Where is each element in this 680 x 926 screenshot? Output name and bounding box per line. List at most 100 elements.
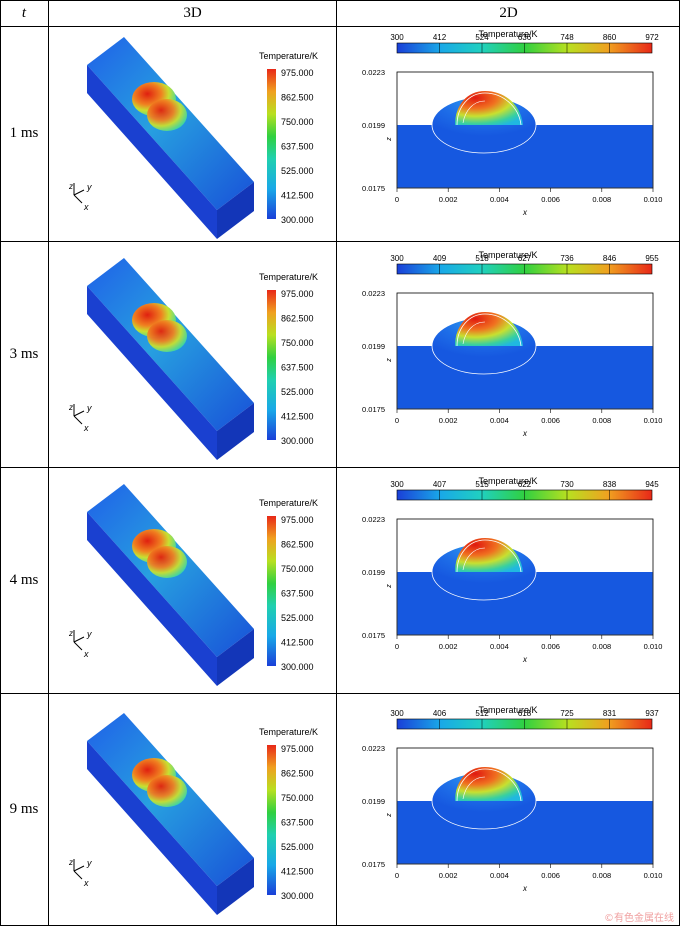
legend-2d-tick: 860 (603, 33, 617, 42)
legend-2d-tick: 409 (433, 254, 447, 263)
x-tick-label: 0.010 (644, 195, 663, 204)
legend-2d-tick: 300 (390, 480, 404, 489)
legend-3d-tick: 637.500 (281, 818, 314, 828)
axis-x-label: x (83, 423, 89, 433)
legend-3d-tick: 975.000 (281, 289, 314, 299)
legend-3d-tick: 525.000 (281, 613, 314, 623)
melt-pool-rear (147, 320, 187, 352)
contour-inner (462, 321, 486, 345)
legend-2d-tick: 622 (518, 480, 532, 489)
legend-3d-ticks: 975.000 862.500 750.000 637.500 525.000 412.5… (281, 744, 314, 901)
legend-3d-colorbar (267, 69, 276, 219)
legend-2d-tick: 300 (390, 709, 404, 718)
axis-x-label: x (83, 878, 89, 888)
x-tick-label: 0.004 (490, 642, 509, 651)
table-row-2: 3 ms (0, 242, 680, 467)
render-3d: z y x Temperature/K 975.000 862.500 750.00… (68, 258, 318, 460)
time-label: 4 ms (9, 571, 39, 588)
x-ticks: 0 0.002 0.004 0.006 0.008 0.010 (395, 188, 662, 204)
header-2d: 2D (499, 5, 518, 21)
legend-2d-title: Temperature/K (478, 705, 537, 715)
x-tick-label: 0.002 (439, 416, 458, 425)
legend-3d-title: Temperature/K (259, 727, 318, 737)
render-3d: z y x Temperature/K 975.000 862.500 750.00… (68, 713, 318, 915)
x-tick-label: 0.002 (439, 871, 458, 880)
x-tick-label: 0.004 (490, 416, 509, 425)
x-tick-label: 0.010 (644, 871, 663, 880)
y-tick-label: 0.0223 (362, 68, 385, 77)
legend-2d-tick: 945 (645, 480, 659, 489)
plot-2d: Temperature/K 300 409 518 627 736 846 955 0.02… (362, 250, 662, 438)
x-ticks: 0 0.002 0.004 0.006 0.008 0.010 (395, 409, 662, 425)
legend-2d-tick: 725 (560, 709, 574, 718)
time-label: 3 ms (9, 345, 39, 362)
cell-3d: z y x Temperature/K 975.000 862.500 750.00… (49, 242, 336, 467)
axis-z-label: z (68, 182, 73, 191)
render-3d: z y x Temperature/K 975.000 862.500 750.00… (68, 37, 318, 239)
legend-3d-tick: 637.500 (281, 142, 314, 152)
y-ticks: 0.0223 0.0199 0.0175 (362, 744, 385, 869)
x-tick-label: 0.004 (490, 871, 509, 880)
legend-3d-ticks: 975.000 862.500 750.000 637.500 525.000 412.5… (281, 68, 314, 225)
legend-2d-tick: 748 (560, 33, 574, 42)
legend-2d-ticks: 300 407 515 622 730 838 945 (390, 480, 659, 500)
block-front-face (217, 403, 254, 460)
legend-3d-tick: 637.500 (281, 589, 314, 599)
x-tick-label: 0.002 (439, 642, 458, 651)
y-ticks: 0.0223 0.0199 0.0175 (362, 68, 385, 193)
legend-2d-title: Temperature/K (478, 476, 537, 486)
cell-2d: Temperature/K 300 409 518 627 736 846 955 0.02… (337, 242, 680, 467)
x-axis-label: x (522, 655, 528, 664)
watermark: ©有色金属在线 (604, 913, 674, 924)
legend-2d-tick: 831 (603, 709, 617, 718)
y-tick-label: 0.0199 (362, 121, 385, 130)
contour-inner (462, 547, 486, 571)
legend-2d-tick: 515 (475, 480, 489, 489)
legend-3d-tick: 750.000 (281, 564, 314, 574)
x-tick-label: 0.008 (592, 416, 611, 425)
axis-triad-icon (73, 859, 85, 880)
legend-3d-colorbar (267, 745, 276, 895)
y-axis-label: z (386, 584, 393, 589)
time-label: 1 ms (9, 125, 39, 141)
legend-2d-tick: 838 (603, 480, 617, 489)
legend-2d-tick: 300 (390, 254, 404, 263)
x-tick-label: 0.010 (644, 416, 663, 425)
axis-y-label: y (86, 629, 92, 639)
legend-3d-tick: 862.500 (281, 93, 314, 103)
legend-2d-tick: 300 (390, 33, 404, 42)
legend-2d-tick: 846 (603, 254, 617, 263)
y-axis-label: z (386, 813, 393, 818)
contour-inner (462, 776, 486, 800)
legend-3d-tick: 412.500 (281, 412, 314, 422)
legend-3d-tick: 862.500 (281, 540, 314, 550)
legend-2d-tick: 972 (645, 33, 659, 42)
y-ticks: 0.0223 0.0199 0.0175 (362, 515, 385, 640)
header-t: t (21, 5, 27, 21)
legend-3d-tick: 525.000 (281, 842, 314, 852)
axis-z-label: z (68, 858, 73, 867)
legend-2d-tick: 955 (645, 254, 659, 263)
contour-inner (462, 100, 486, 124)
y-axis-label: z (386, 137, 393, 142)
plot-2d: Temperature/K 300 407 515 622 730 838 945 0.02… (362, 476, 662, 664)
x-axis-label: x (522, 429, 528, 438)
legend-3d-ticks: 975.000 862.500 750.000 637.500 525.000 412.5… (281, 515, 314, 672)
axis-z-label: z (68, 403, 73, 412)
legend-3d-ticks: 975.000 862.500 750.000 637.500 525.000 412.5… (281, 289, 314, 446)
legend-2d-tick: 618 (518, 709, 532, 718)
legend-2d-title: Temperature/K (478, 29, 537, 39)
cell-3d: z y x Temperature/K 975.000 862.500 750.00… (49, 694, 336, 925)
y-tick-label: 0.0175 (362, 184, 385, 193)
legend-3d-title: Temperature/K (259, 272, 318, 282)
legend-3d-colorbar (267, 516, 276, 666)
block-front-face (217, 629, 254, 686)
block-side-face (87, 512, 217, 686)
x-tick-label: 0.008 (592, 871, 611, 880)
axis-triad-icon (73, 404, 85, 425)
x-tick-label: 0.006 (541, 642, 560, 651)
legend-3d-tick: 525.000 (281, 166, 314, 176)
legend-2d-tick: 627 (518, 254, 532, 263)
contour-pool (456, 539, 522, 573)
melt-pool-rear (147, 546, 187, 578)
